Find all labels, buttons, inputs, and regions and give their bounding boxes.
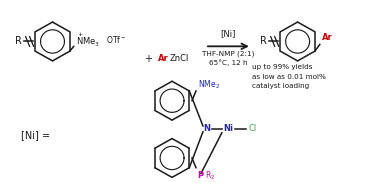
Text: N: N <box>203 124 211 133</box>
Text: [Ni] =: [Ni] = <box>21 130 50 140</box>
Text: +: + <box>144 54 152 64</box>
Text: ZnCl: ZnCl <box>170 55 189 64</box>
Text: $\mathregular{\overset{+}{N}}$Me$_3$: $\mathregular{\overset{+}{N}}$Me$_3$ <box>76 30 100 49</box>
Text: R$_2$: R$_2$ <box>205 169 215 182</box>
Text: OTf$^-$: OTf$^-$ <box>105 34 126 45</box>
Text: THF-NMP (2:1): THF-NMP (2:1) <box>202 50 254 57</box>
Text: catalyst loading: catalyst loading <box>252 83 309 89</box>
Text: R: R <box>260 36 267 46</box>
Text: 65°C, 12 h: 65°C, 12 h <box>209 59 248 66</box>
Text: R: R <box>15 36 22 46</box>
Text: up to 99% yields: up to 99% yields <box>252 64 312 70</box>
Text: Ar: Ar <box>322 33 333 42</box>
Text: [Ni]: [Ni] <box>221 30 236 39</box>
Text: as low as 0.01 mol%: as low as 0.01 mol% <box>252 74 325 79</box>
Text: NMe$_2$: NMe$_2$ <box>198 79 220 92</box>
Text: Ni: Ni <box>223 124 233 133</box>
Text: Ar: Ar <box>158 55 169 64</box>
Text: P: P <box>197 171 203 180</box>
Text: Cl: Cl <box>249 124 257 133</box>
